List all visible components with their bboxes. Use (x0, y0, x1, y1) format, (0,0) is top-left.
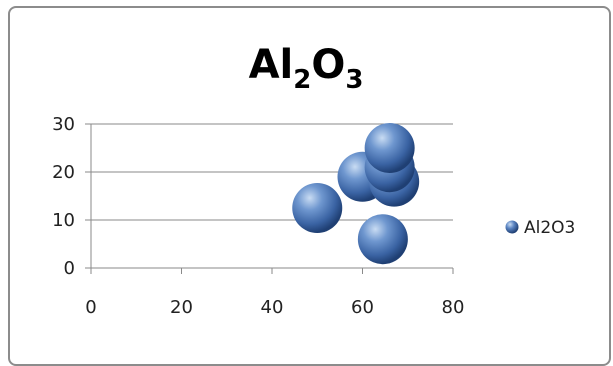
data-bubble (357, 214, 408, 265)
data-bubble (364, 123, 415, 173)
x-tick-label: 20 (170, 297, 193, 318)
data-bubble (292, 183, 343, 233)
legend-marker (505, 220, 519, 234)
chart-title: Al2O3 (249, 42, 364, 95)
y-tick-label: 20 (52, 162, 75, 183)
axes (85, 123, 454, 274)
x-tick-label: 0 (85, 297, 96, 318)
legend-label: Al2O3 (524, 218, 575, 238)
y-axis-tick-labels: 0 10 20 30 (52, 114, 75, 279)
x-tick-label: 60 (351, 297, 374, 318)
chart-svg: Al2O3 0 10 20 30 0 20 40 60 80 Al2O3 (52, 42, 575, 318)
y-tick-label: 0 (64, 258, 75, 279)
x-tick-label: 40 (261, 297, 284, 318)
legend: Al2O3 (505, 218, 575, 238)
y-tick-label: 30 (52, 114, 75, 135)
data-bubbles (292, 123, 420, 265)
y-tick-label: 10 (52, 210, 75, 231)
x-tick-label: 80 (442, 297, 465, 318)
x-axis-tick-labels: 0 20 40 60 80 (85, 297, 464, 318)
